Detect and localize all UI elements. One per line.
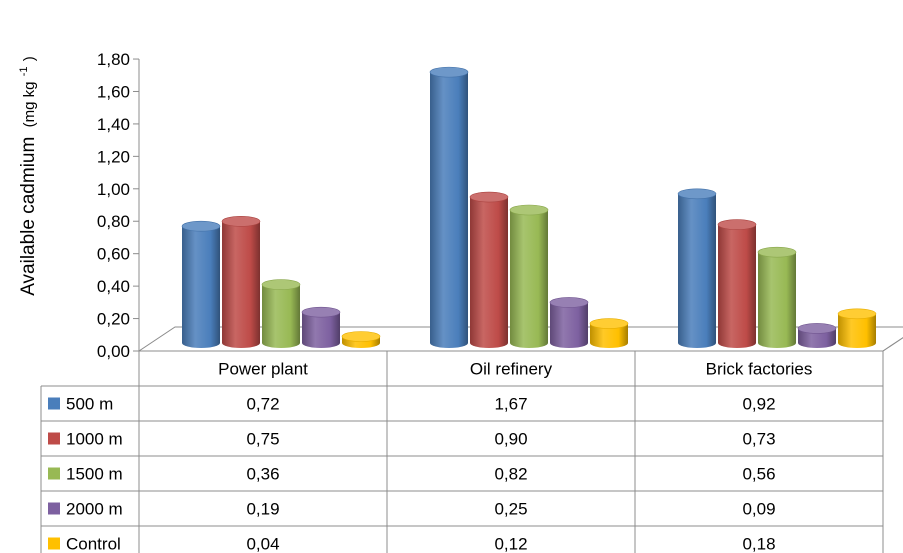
- table-cell: 1,67: [494, 395, 527, 414]
- table-header-brick-factories: Brick factories: [706, 360, 813, 379]
- table-cell: 0,19: [246, 500, 279, 519]
- legend-key-1500-m: [48, 467, 60, 480]
- y-tick-label: 0,60: [97, 245, 130, 264]
- bar-1000-m-power-plant: [221, 216, 261, 348]
- y-tick-label: 1,20: [97, 147, 130, 166]
- table-cell: 0,73: [742, 430, 775, 449]
- legend-key-1000-m: [48, 432, 60, 445]
- y-tick-label: 1,40: [97, 115, 130, 134]
- table-cell: 0,04: [246, 535, 279, 553]
- bar-1000-m-oil-refinery: [469, 191, 509, 348]
- table-header-oil-refinery: Oil refinery: [470, 360, 553, 379]
- table-cell: 0,72: [246, 395, 279, 414]
- legend-key-control: [48, 537, 60, 550]
- y-tick-label: 1,60: [97, 82, 130, 101]
- table-cell: 0,36: [246, 465, 279, 484]
- table-cell: 0,12: [494, 535, 527, 553]
- table-header-power-plant: Power plant: [218, 360, 308, 379]
- bar-500-m-brick-factories: [677, 188, 717, 348]
- legend-key-500-m: [48, 397, 60, 410]
- bar-1500-m-power-plant: [261, 279, 301, 348]
- bar-1500-m-brick-factories: [757, 246, 797, 348]
- y-tick-label: 0,40: [97, 277, 130, 296]
- table-cell: 0,82: [494, 465, 527, 484]
- y-tick-label: 0,00: [97, 342, 130, 361]
- legend-label: 500 m: [66, 395, 113, 414]
- y-tick-label: 0,80: [97, 212, 130, 231]
- table-cell: 0,90: [494, 430, 527, 449]
- y-tick-label: 0,20: [97, 310, 130, 329]
- y-axis-label-sup: -1: [18, 66, 30, 76]
- data-table: Power plant Oil refinery Brick factories 50…: [40, 337, 903, 553]
- table-cell: 0,18: [742, 535, 775, 553]
- y-axis: 0,00 0,20 0,40 0,60 0,80 1,00 1,20 1,40 1,60 1,80: [97, 50, 140, 361]
- y-tick-label: 1,80: [97, 50, 130, 69]
- bar-control-oil-refinery: [589, 318, 629, 348]
- bar-2000-m-power-plant: [301, 306, 341, 348]
- legend-label: 1500 m: [66, 465, 123, 484]
- y-axis-label-unit: (mg kg: [21, 82, 38, 128]
- legend-key-2000-m: [48, 502, 60, 515]
- bar-2000-m-brick-factories: [797, 323, 837, 348]
- table-cell: 0,92: [742, 395, 775, 414]
- table-cell: 0,75: [246, 430, 279, 449]
- table-cell: 0,56: [742, 465, 775, 484]
- bars: [181, 66, 877, 348]
- bar-1500-m-oil-refinery: [509, 204, 549, 348]
- legend-label: 1000 m: [66, 430, 123, 449]
- bar-2000-m-oil-refinery: [549, 297, 589, 348]
- legend-label: 2000 m: [66, 500, 123, 519]
- y-axis-label-main: Available cadmium: [18, 137, 39, 296]
- legend-label: Control: [66, 535, 121, 553]
- y-axis-label-close: ): [21, 56, 38, 61]
- bar-500-m-power-plant: [181, 220, 221, 348]
- bar-control-power-plant: [341, 331, 381, 348]
- y-tick-label: 1,00: [97, 180, 130, 199]
- bar-control-brick-factories: [837, 308, 877, 348]
- bar-1000-m-brick-factories: [717, 219, 757, 348]
- bar-500-m-oil-refinery: [429, 66, 469, 348]
- table-cell: 0,25: [494, 500, 527, 519]
- y-axis-label: Available cadmium (mg kg -1 ): [11, 56, 39, 296]
- table-cell: 0,09: [742, 500, 775, 519]
